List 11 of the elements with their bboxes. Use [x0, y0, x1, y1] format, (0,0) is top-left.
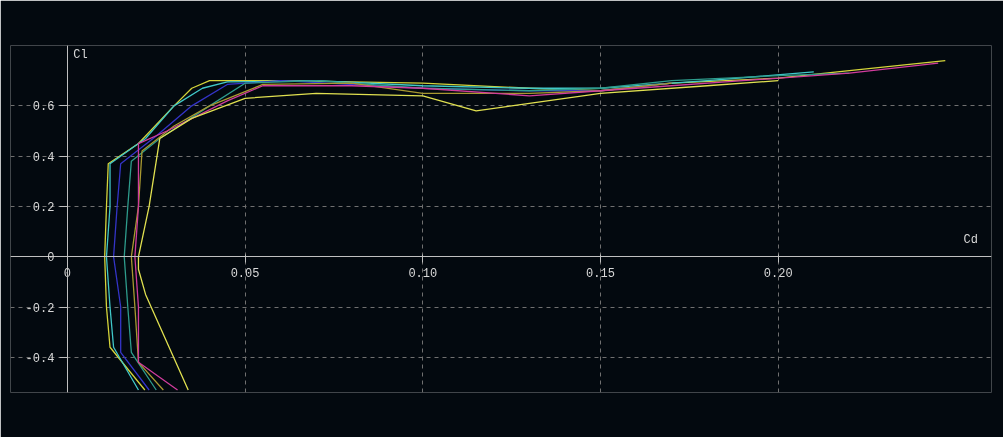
y-axis-title: Cl	[73, 47, 88, 62]
x-axis-title: Cd	[963, 232, 978, 247]
x-tick-label: 0.05	[230, 266, 260, 281]
y-tick-label: -0.2	[25, 301, 55, 316]
y-tick-label: 0.6	[32, 100, 55, 115]
x-tick-label: 0.15	[586, 266, 615, 281]
y-tick-label: -0.4	[25, 351, 55, 366]
y-tick-label: 0.2	[32, 200, 55, 215]
x-tick-label: 0.20	[763, 266, 793, 281]
x-tick-label: 0.10	[408, 266, 438, 281]
y-tick-label: 0.4	[32, 150, 55, 165]
